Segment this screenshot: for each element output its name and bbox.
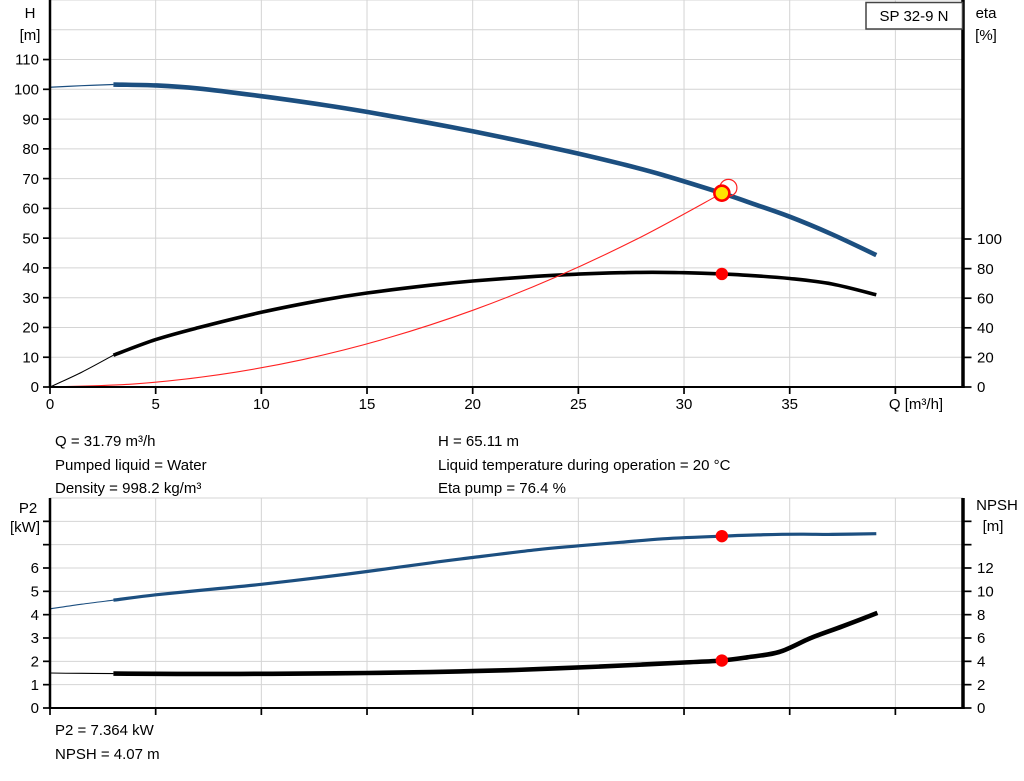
y-right-tick-label: 12	[977, 560, 994, 577]
x-axis-tick-label: 20	[464, 396, 481, 413]
top-y-right-axis-unit: [%]	[975, 27, 997, 44]
y-left-tick-label: 50	[22, 230, 39, 247]
pumped-liquid-value: Pumped liquid = Water	[55, 456, 207, 474]
top-markers	[713, 178, 738, 281]
top-ticks: 0 5 10 15 20 25 30 35 0 10 20 30 40 50 60 70 80 90 100 110 0…	[14, 52, 1002, 413]
y-left-tick-label: 10	[22, 349, 39, 366]
y-left-tick-label: 1	[31, 677, 39, 694]
efficiency-curve	[112, 270, 877, 357]
y-right-tick-label: 2	[977, 677, 985, 694]
bottom-grid	[50, 497, 963, 708]
y-left-tick-label: 2	[31, 654, 39, 671]
p2-value: P2 = 7.364 kW	[55, 722, 154, 739]
x-axis-tick-label: 0	[46, 396, 54, 413]
y-left-tick-label: 6	[31, 560, 39, 577]
y-right-tick-label: 60	[977, 290, 994, 307]
y-left-tick-label: 110	[15, 52, 39, 69]
y-left-tick-label: 40	[22, 260, 39, 277]
efficiency-curve	[49, 354, 114, 388]
y-left-tick-label: 3	[31, 630, 39, 647]
bottom-y-right-axis-unit: [m]	[983, 518, 1004, 535]
top-x-axis-title: Q [m³/h]	[889, 396, 943, 413]
pump-model-label: SP 32-9 N	[880, 8, 949, 25]
y-right-tick-label: 4	[977, 654, 985, 671]
bottom-series	[49, 532, 879, 677]
y-right-tick-label: 80	[977, 261, 994, 278]
bottom-y-left-axis-unit: [kW]	[10, 519, 40, 536]
liquid-temperature-value: Liquid temperature during operation = 20…	[438, 456, 731, 474]
eta-pump-value: Eta pump = 76.4 %	[438, 480, 566, 497]
y-left-tick-label: 100	[14, 82, 39, 99]
head-curve	[113, 82, 878, 258]
npsh-value: NPSH = 4.07 m	[55, 745, 160, 763]
bottom-y-left-axis-name: P2	[19, 500, 37, 517]
x-axis-tick-label: 30	[676, 396, 693, 413]
top-y-left-axis-unit: [m]	[20, 27, 41, 44]
y-right-tick-label: 100	[977, 231, 1002, 248]
density-value: Density = 998.2 kg/m³	[55, 480, 202, 497]
qh-eta-chart: 0 5 10 15 20 25 30 35 0 10 20 30 40 50 60 70 80 90 100 110 0…	[14, 0, 1002, 413]
npsh-curve	[49, 672, 114, 675]
p2-point-marker	[715, 529, 729, 543]
power-npsh-info: P2 = 7.364 kW NPSH = 4.07 m	[55, 719, 160, 766]
y-left-tick-label: 30	[22, 290, 39, 307]
npsh-point-marker	[715, 654, 729, 667]
y-left-tick-label: 80	[22, 141, 39, 158]
y-right-tick-label: 20	[977, 350, 994, 367]
y-left-tick-label: 60	[22, 201, 39, 218]
operating-point-info-right: H = 65.11 m Liquid temperature during op…	[438, 430, 730, 501]
y-left-tick-label: 0	[31, 379, 39, 396]
y-left-tick-label: 0	[31, 700, 39, 717]
system-curve	[49, 192, 723, 388]
top-grid	[50, 0, 963, 387]
y-right-tick-label: 8	[977, 607, 985, 624]
y-left-tick-label: 4	[31, 607, 39, 624]
bottom-y-right-axis-name: NPSH	[976, 497, 1018, 514]
pump-model-box	[865, 1, 964, 30]
y-left-tick-label: 90	[22, 111, 39, 128]
x-axis-tick-label: 35	[781, 396, 798, 413]
x-axis-tick-label: 25	[570, 396, 587, 413]
y-left-tick-label: 70	[22, 171, 39, 188]
x-axis-tick-label: 15	[359, 396, 376, 413]
p2-curve	[49, 599, 114, 610]
top-y-right-axis-name: eta	[976, 5, 998, 22]
bottom-markers	[715, 529, 729, 667]
y-left-tick-label: 5	[31, 584, 39, 601]
y-right-tick-label: 6	[977, 630, 985, 647]
top-y-left-axis-name: H	[25, 5, 36, 22]
x-axis-tick-label: 10	[253, 396, 270, 413]
x-axis-tick-label: 5	[151, 396, 159, 413]
operating-point-info-left: Q = 31.79 m³/h Pumped liquid = Water Den…	[55, 430, 207, 501]
flow-value: Q = 31.79 m³/h	[55, 433, 156, 450]
y-right-tick-label: 40	[977, 320, 994, 337]
top-series	[49, 82, 878, 388]
head-curve	[49, 83, 114, 88]
head-value: H = 65.11 m	[438, 433, 520, 450]
y-right-tick-label: 0	[977, 379, 985, 396]
y-right-tick-label: 0	[977, 700, 985, 717]
npsh-curve	[113, 610, 879, 677]
y-left-tick-label: 20	[22, 320, 39, 337]
efficiency-point-marker	[715, 267, 729, 281]
y-right-tick-label: 10	[977, 584, 994, 601]
duty-point-marker	[713, 184, 731, 202]
p2-curve	[113, 532, 877, 602]
